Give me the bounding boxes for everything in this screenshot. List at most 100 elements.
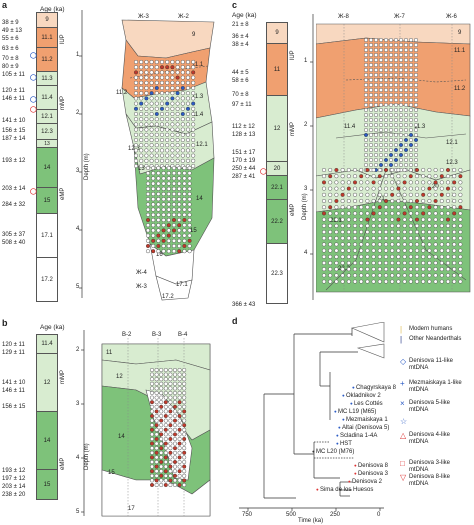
- sample-point: [156, 181, 161, 186]
- panel-a-profile-label-zh4: Ж-4: [136, 270, 147, 276]
- sample-point: [421, 248, 426, 253]
- sample-point: [149, 132, 154, 137]
- sample-point: [334, 229, 339, 234]
- sample-point: [364, 73, 369, 78]
- sample-point: [427, 236, 432, 241]
- sample-point: [383, 137, 388, 142]
- sample-point: [388, 43, 393, 48]
- sample-point: [346, 174, 351, 179]
- panel-a-circle-marker-5: ◯: [30, 189, 37, 195]
- sample-point: [402, 242, 407, 247]
- sample-point: [168, 409, 173, 414]
- sample-point: [374, 58, 379, 63]
- tree-tip-dot-icon: ●: [342, 417, 346, 422]
- sample-point: [396, 279, 401, 284]
- sample-point: [371, 260, 376, 265]
- sample-point: [369, 87, 374, 92]
- sample-point: [390, 205, 395, 210]
- sample-point: [182, 228, 187, 233]
- panel-b-age-6: 197 ± 12: [2, 476, 26, 482]
- sample-point: [185, 101, 190, 106]
- sample-point: [403, 63, 408, 68]
- panel-c-depth-tick-2: 2: [304, 122, 308, 128]
- sample-point: [149, 85, 154, 90]
- sample-point: [180, 132, 185, 137]
- sample-point: [377, 192, 382, 197]
- sample-point: [374, 132, 379, 137]
- sample-point: [321, 211, 326, 216]
- sample-point: [369, 152, 374, 157]
- tree-tip-label: ● Mezmaiskaya 1: [342, 416, 388, 424]
- panel-a-age-13: 203 ± 14: [2, 186, 26, 192]
- tree-tip-label: ● Les Cottés: [350, 400, 383, 408]
- sample-point: [359, 198, 364, 203]
- panel-a-layer-11-2: 11.2: [36, 48, 58, 72]
- sample-point: [334, 205, 339, 210]
- panel-d-tick-500: 500: [286, 512, 297, 518]
- sample-point: [163, 473, 168, 478]
- sample-point: [458, 267, 463, 272]
- sample-point: [134, 101, 139, 106]
- sample-point: [390, 167, 395, 172]
- sample-point: [398, 78, 403, 83]
- sample-point: [170, 111, 175, 116]
- sample-point: [172, 450, 177, 455]
- legend-item: ◇ Denisova 11-like mtDNA: [400, 358, 471, 372]
- sample-point: [433, 167, 438, 172]
- sample-point: [452, 254, 457, 259]
- sample-point: [379, 97, 384, 102]
- sample-point: [403, 83, 408, 88]
- sample-point: [452, 211, 457, 216]
- sample-point: [191, 158, 196, 163]
- sample-point: [371, 186, 376, 191]
- sample-point: [191, 143, 196, 148]
- sample-point: [374, 78, 379, 83]
- sample-point: [177, 464, 182, 469]
- sample-point: [154, 409, 159, 414]
- panel-a-layer-14: 14: [36, 148, 58, 188]
- sample-point: [149, 96, 154, 101]
- sample-point: [383, 186, 388, 191]
- sample-point: [180, 85, 185, 90]
- sample-point: [159, 80, 164, 85]
- sample-point: [334, 267, 339, 272]
- sample-point: [151, 165, 156, 170]
- legend-label: Denisova 8-like mtDNA: [409, 474, 451, 487]
- sample-point: [414, 167, 419, 172]
- sample-point: [187, 191, 192, 196]
- sample-point: [165, 127, 170, 132]
- sample-point: [328, 205, 333, 210]
- panel-c-layer-22-1: 22.1: [266, 176, 288, 200]
- sample-point: [175, 91, 180, 96]
- sample-point: [168, 368, 173, 373]
- sample-point: [150, 436, 155, 441]
- sample-point: [458, 236, 463, 241]
- panel-b-age-7: 203 ± 14: [2, 484, 26, 490]
- sample-point: [328, 254, 333, 259]
- sample-point: [383, 279, 388, 284]
- sample-point: [159, 413, 164, 418]
- sample-point: [393, 63, 398, 68]
- sample-point: [353, 192, 358, 197]
- sample-point: [353, 236, 358, 241]
- sample-point: [172, 478, 177, 483]
- sample-point: [396, 223, 401, 228]
- sample-point: [365, 260, 370, 265]
- sample-point: [161, 238, 166, 243]
- sample-point: [146, 197, 151, 202]
- sample-point: [445, 229, 450, 234]
- sample-point: [146, 171, 151, 176]
- sample-point: [163, 469, 168, 474]
- sample-point: [390, 242, 395, 247]
- sample-point: [413, 63, 418, 68]
- sample-point: [364, 112, 369, 117]
- sample-point: [388, 162, 393, 167]
- sample-point: [156, 223, 161, 228]
- sample-point: [445, 223, 450, 228]
- sample-point: [383, 198, 388, 203]
- sample-point: [154, 469, 159, 474]
- sample-point: [388, 83, 393, 88]
- sample-point: [171, 207, 176, 212]
- sample-point: [408, 142, 413, 147]
- panel-d-tick-0: 0: [377, 512, 381, 518]
